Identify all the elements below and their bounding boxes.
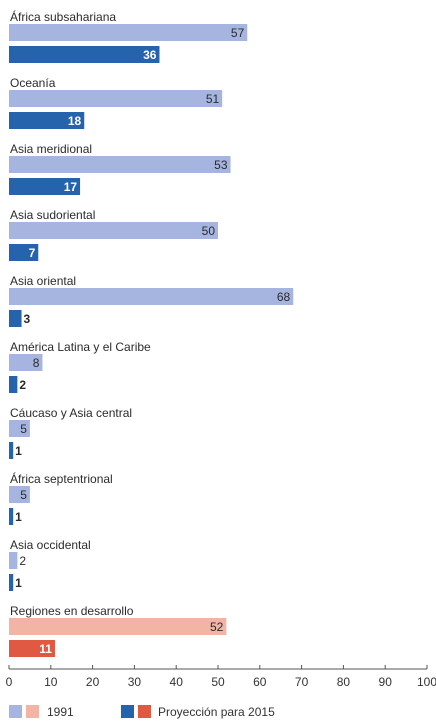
value-label: 52 <box>210 620 224 634</box>
value-label: 57 <box>231 26 245 40</box>
value-label: 53 <box>214 158 228 172</box>
x-axis: 0 10 20 30 40 50 60 70 80 90 100 <box>6 665 436 689</box>
category-label: África subsahariana <box>10 9 116 24</box>
x-tick-label: 70 <box>295 675 309 689</box>
value-label: 3 <box>24 312 31 326</box>
x-tick-label: 60 <box>253 675 267 689</box>
bar-1991 <box>9 486 30 503</box>
category-label: Regiones en desarrollo <box>10 604 134 618</box>
bar-1991 <box>9 618 227 635</box>
bar-2015 <box>9 442 14 459</box>
bar-1991 <box>9 288 294 305</box>
bar-2015 <box>9 310 22 327</box>
legend-swatch-1991 <box>9 705 22 718</box>
x-tick-label: 0 <box>6 675 13 689</box>
x-tick-label: 40 <box>170 675 184 689</box>
category-label: Asia oriental <box>10 274 76 288</box>
bar-2015 <box>9 178 81 195</box>
bar-2015 <box>9 46 160 63</box>
legend-label-2015: Proyección para 2015 <box>158 705 275 719</box>
category-label: Asia occidental <box>10 538 91 552</box>
category-label: América Latina y el Caribe <box>10 340 151 354</box>
bar-2015 <box>9 376 18 393</box>
value-label: 18 <box>68 114 82 128</box>
value-label: 1 <box>15 444 22 458</box>
value-label: 11 <box>39 642 52 656</box>
x-tick-label: 80 <box>337 675 351 689</box>
legend: 1991 Proyección para 2015 <box>9 705 275 719</box>
x-tick-label: 100 <box>417 675 436 689</box>
x-tick-label: 30 <box>128 675 142 689</box>
legend-label-1991: 1991 <box>47 705 74 719</box>
legend-swatch-2015-highlight <box>138 705 151 718</box>
value-label: 1 <box>15 510 22 524</box>
bar-1991 <box>9 420 30 437</box>
value-label: 50 <box>202 224 216 238</box>
value-label: 5 <box>20 488 27 502</box>
bar-1991 <box>9 24 248 41</box>
value-label: 7 <box>29 246 36 260</box>
bar-1991 <box>9 552 18 569</box>
category-label: Asia meridional <box>10 142 92 156</box>
x-tick-label: 10 <box>44 675 58 689</box>
value-label: 8 <box>33 356 40 370</box>
category-label: Cáucaso y Asia central <box>10 406 132 420</box>
value-label: 1 <box>15 576 22 590</box>
legend-swatch-1991-highlight <box>26 705 39 718</box>
x-tick-label: 50 <box>211 675 225 689</box>
bar-2015 <box>9 574 14 591</box>
bar-2015 <box>9 508 14 525</box>
value-label: 36 <box>143 48 157 62</box>
x-tick-label: 20 <box>86 675 100 689</box>
bar-2015 <box>9 112 85 129</box>
bar-1991 <box>9 354 43 371</box>
value-label: 2 <box>19 378 26 392</box>
bar-1991 <box>9 90 223 107</box>
value-label: 51 <box>206 92 220 106</box>
bar-1991 <box>9 222 218 239</box>
category-label: Asia sudoriental <box>10 208 95 222</box>
bar-1991 <box>9 156 231 173</box>
category-label: Oceanía <box>10 76 56 90</box>
legend-swatch-2015 <box>121 705 134 718</box>
value-label: 5 <box>20 422 27 436</box>
value-label: 17 <box>64 180 78 194</box>
value-label: 2 <box>19 554 26 568</box>
bar-2015 <box>9 640 55 657</box>
category-label: África septentrional <box>10 471 113 486</box>
value-label: 68 <box>277 290 291 304</box>
x-tick-label: 90 <box>379 675 393 689</box>
bar-2015 <box>9 244 39 261</box>
